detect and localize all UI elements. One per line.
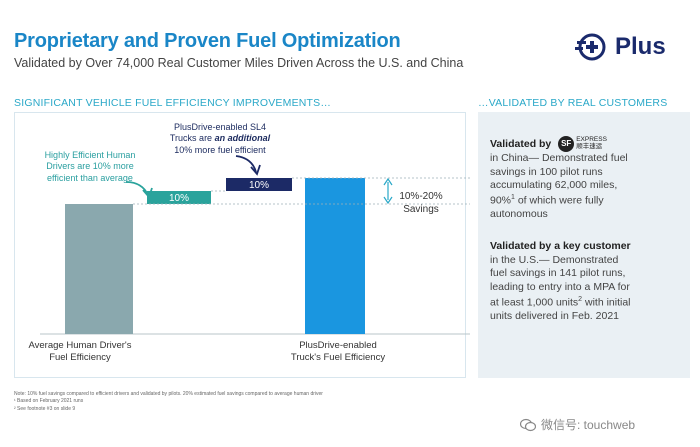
arrow-sl4 xyxy=(235,155,257,173)
savings-arrow-head-down xyxy=(383,196,393,205)
section-heading-right: …VALIDATED BY REAL CUSTOMERS xyxy=(478,97,668,109)
validation-heading-customer: Validated by a key customer xyxy=(490,240,631,252)
validation-panel: Validated by SF EXPRESS 顺丰速运 in China— De… xyxy=(478,112,690,378)
arrow-efficient-human xyxy=(125,181,149,196)
bar-3 xyxy=(305,178,365,334)
savings-range-label: 10%-20% Savings xyxy=(399,191,443,215)
arrow-sl4-head xyxy=(250,164,261,176)
section-heading-left: SIGNIFICANT VEHICLE FUEL EFFICIENCY IMPR… xyxy=(14,97,332,109)
wechat-icon xyxy=(520,418,536,431)
sf-express-logo: SF EXPRESS 顺丰速运 xyxy=(558,136,607,152)
logo-text: Plus xyxy=(615,33,666,60)
arrow-efficient-human-head xyxy=(142,187,153,199)
wechat-watermark: 微信号: touchweb xyxy=(520,416,635,433)
plus-logo: Plus xyxy=(575,30,690,64)
validation-key-customer: Validated by a key customer in the U.S.—… xyxy=(490,240,680,323)
bar-1 xyxy=(147,191,211,204)
bar-value-label-2: 10% xyxy=(249,180,269,191)
savings-arrow-head-up xyxy=(383,177,393,186)
validation-sf-express: Validated by SF EXPRESS 顺丰速运 in China— De… xyxy=(490,136,628,221)
bar-value-label-1: 10% xyxy=(169,193,189,204)
bar-label-plusdrive: PlusDrive-enabled Truck's Fuel Efficienc… xyxy=(290,340,386,364)
bar-2 xyxy=(226,178,292,191)
plus-logo-icon xyxy=(575,33,606,61)
annotation-efficient-human: Highly Efficient Human Drivers are 10% m… xyxy=(44,150,136,183)
bar-label-average-driver: Average Human Driver's Fuel Efficiency xyxy=(28,340,132,364)
bar-0 xyxy=(65,204,133,334)
page-subtitle: Validated by Over 74,000 Real Customer M… xyxy=(14,56,464,70)
page-title: Proprietary and Proven Fuel Optimization xyxy=(14,30,401,52)
footnotes: Note: 10% fuel savings compared to effic… xyxy=(14,391,323,412)
annotation-sl4-trucks: PlusDrive-enabled SL4 Trucks are an addi… xyxy=(169,122,271,155)
validation-heading-sf: Validated by xyxy=(490,137,552,150)
